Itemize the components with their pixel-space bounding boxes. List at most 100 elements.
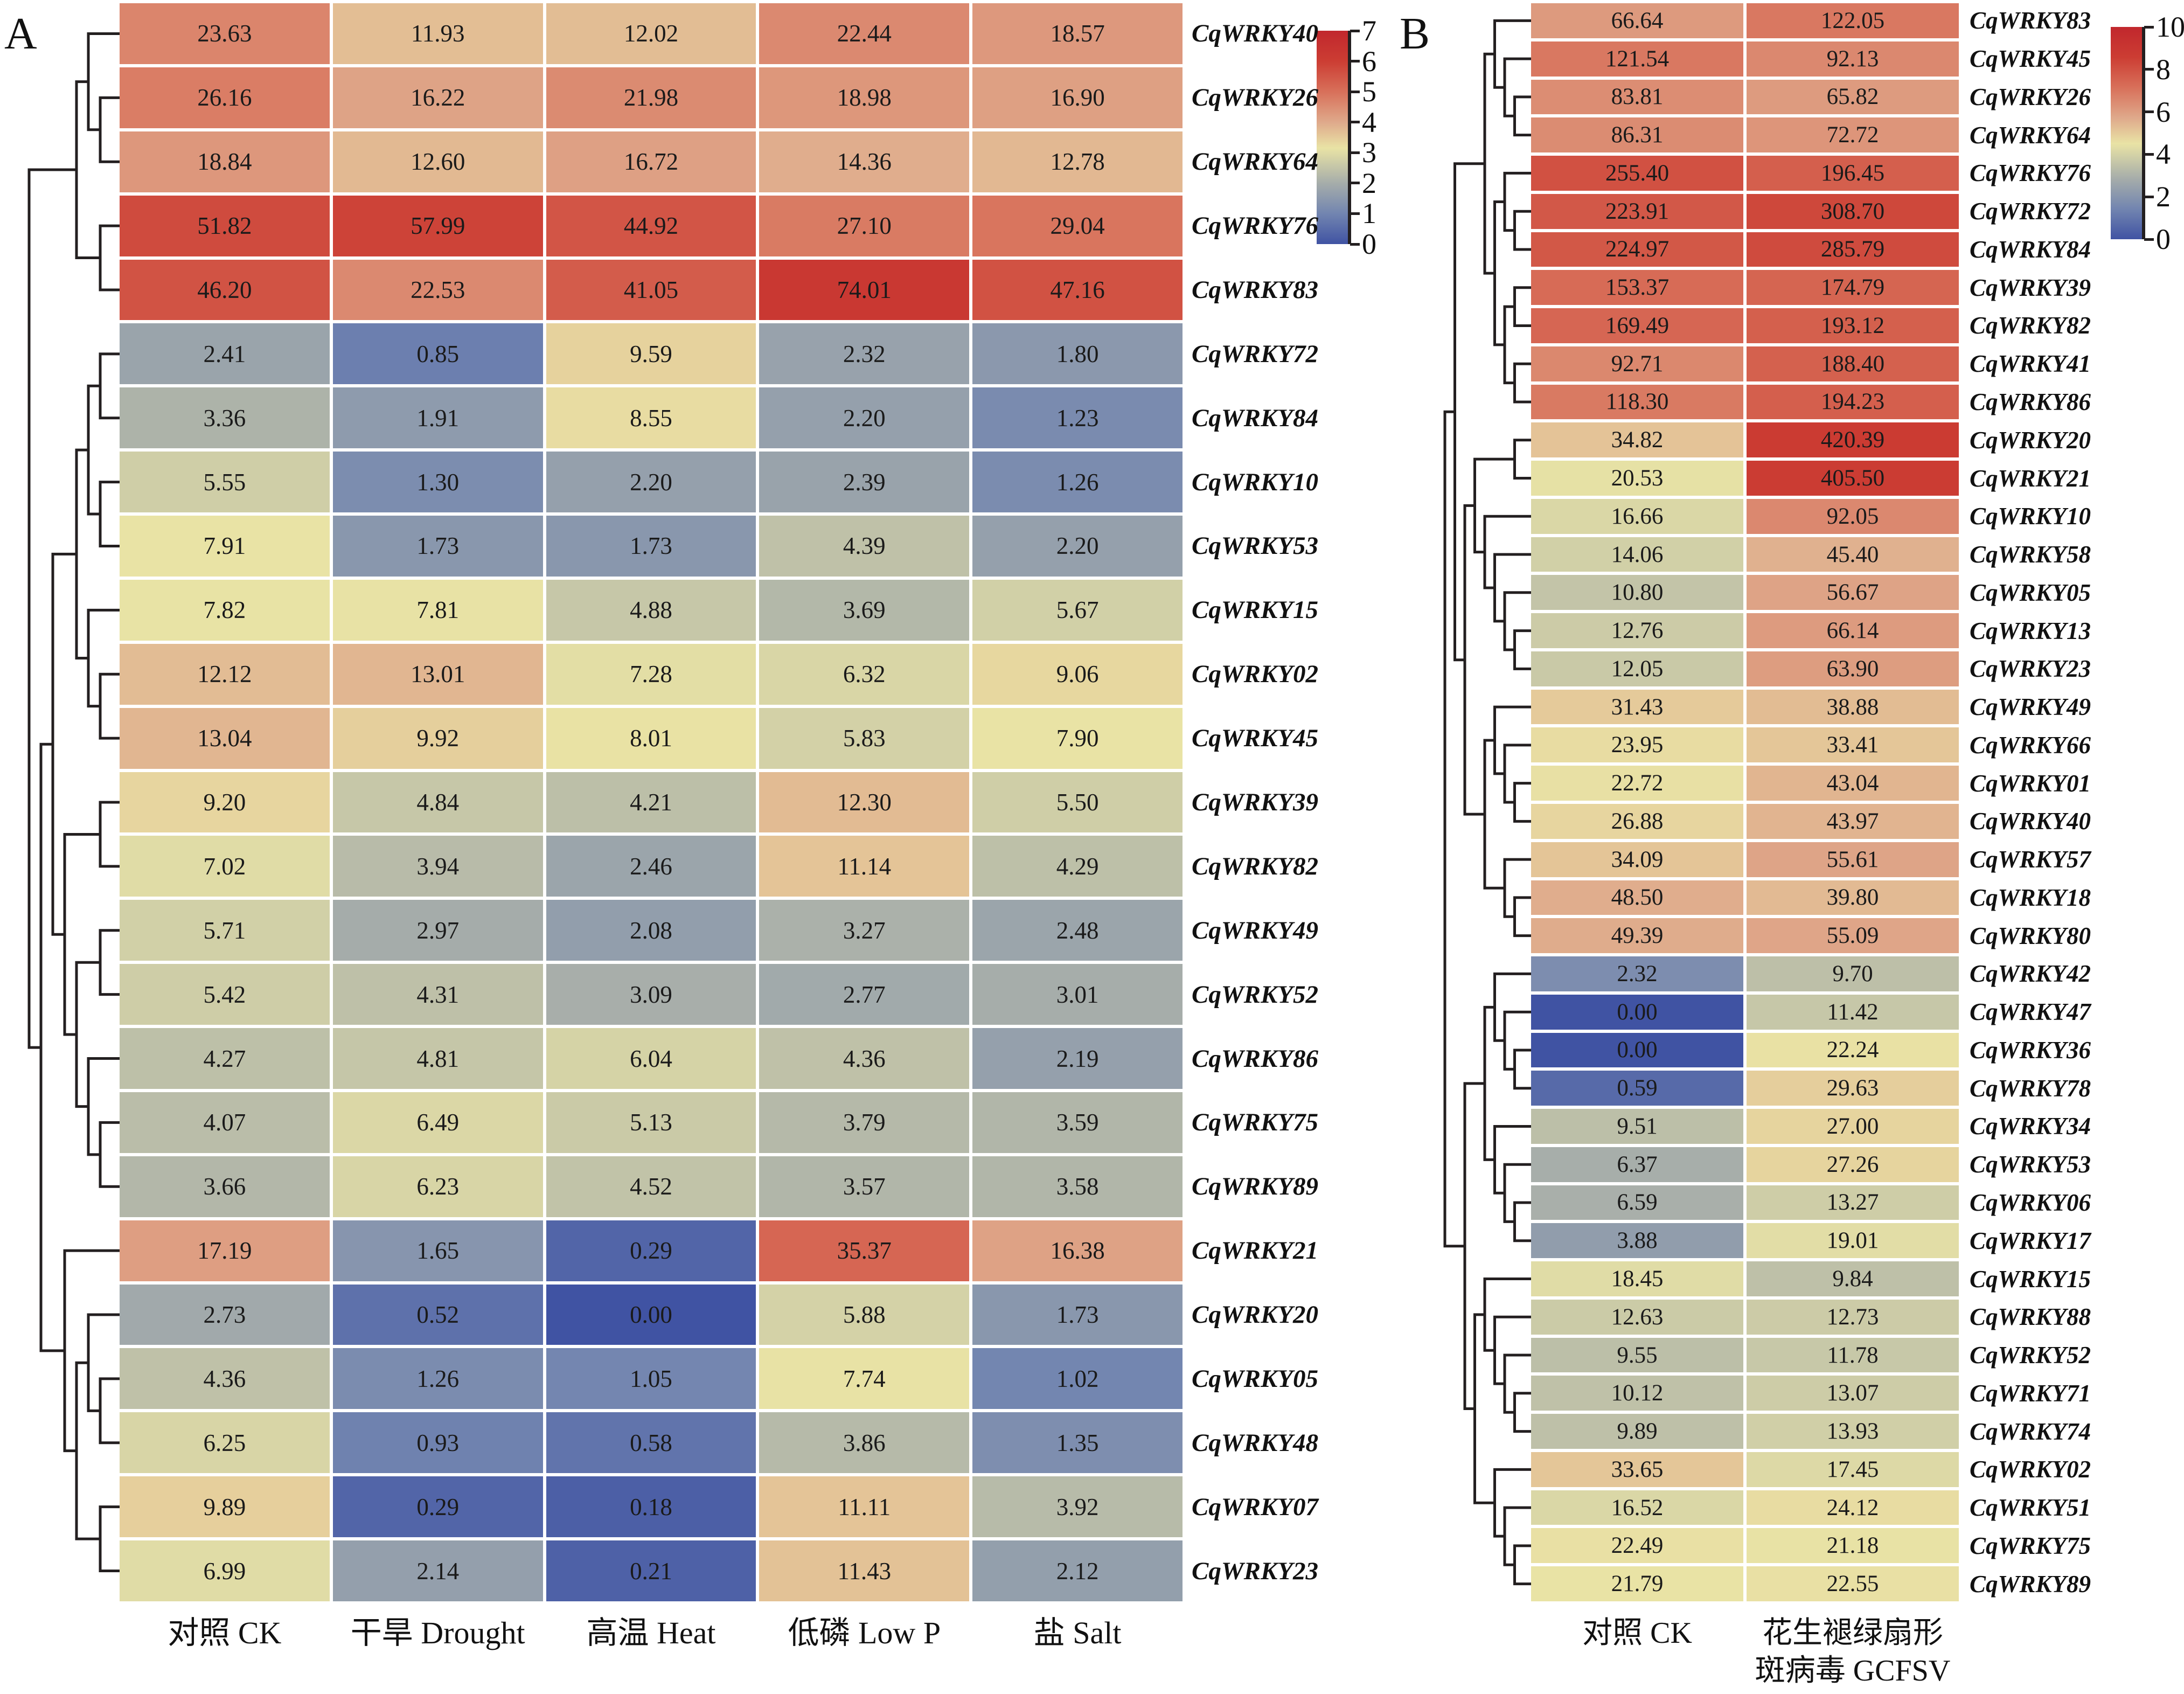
- heatmap-cell: 3.01: [972, 964, 1183, 1025]
- heatmap-cell: 0.29: [332, 1476, 543, 1538]
- colorbar-tick-label: 8: [2156, 53, 2171, 86]
- heatmap-cell: 0.00: [546, 1284, 756, 1345]
- heatmap-cell: 2.20: [759, 387, 970, 449]
- heatmap-cell: 2.20: [972, 516, 1183, 577]
- heatmap-cell: 3.66: [120, 1156, 330, 1217]
- column-label: 高温 Heat: [586, 1615, 716, 1650]
- heatmap-cell: 55.09: [1747, 918, 1959, 954]
- gene-label: CqWRKY26: [1192, 84, 1319, 112]
- gene-label: CqWRKY53: [1192, 532, 1319, 560]
- heatmap-cell: 7.90: [972, 707, 1183, 769]
- gene-label: CqWRKY76: [1970, 159, 2091, 187]
- gene-label: CqWRKY06: [1970, 1189, 2091, 1216]
- colorbar-tick-label: 3: [1362, 136, 1376, 169]
- heatmap-cell: 1.80: [972, 323, 1183, 385]
- heatmap-cell: 48.50: [1531, 880, 1743, 915]
- colorbar-tick-label: 10: [2156, 11, 2184, 43]
- heatmap-cell: 49.39: [1531, 918, 1743, 954]
- heatmap-cell: 193.12: [1747, 308, 1959, 343]
- gene-label: CqWRKY07: [1192, 1492, 1319, 1521]
- heatmap-cell: 18.84: [120, 131, 330, 192]
- heatmap-b: 66.64 122.05 121.54 92.13 83.81 65.82 86.31 72.…: [1531, 3, 1959, 1601]
- gene-label: CqWRKY45: [1970, 45, 2091, 73]
- gene-label: CqWRKY39: [1192, 788, 1319, 816]
- heatmap-cell: 3.27: [759, 900, 970, 961]
- heatmap-cell: 9.70: [1747, 956, 1959, 991]
- heatmap-cell: 13.27: [1747, 1185, 1959, 1220]
- heatmap-cell: 16.22: [332, 67, 543, 128]
- gene-label: CqWRKY34: [1970, 1113, 2091, 1140]
- heatmap-cell: 2.41: [120, 323, 330, 385]
- heatmap-cell: 8.01: [546, 707, 756, 769]
- gene-label: CqWRKY52: [1192, 980, 1319, 1009]
- heatmap-cell: 2.97: [332, 900, 543, 961]
- gene-label: CqWRKY48: [1192, 1428, 1319, 1457]
- colorbar-tick-label: 0: [2156, 223, 2171, 255]
- heatmap-cell: 55.61: [1747, 842, 1959, 877]
- heatmap-cell: 1.26: [972, 452, 1183, 513]
- gene-label: CqWRKY21: [1970, 464, 2091, 492]
- heatmap-cell: 2.77: [759, 964, 970, 1025]
- gene-label: CqWRKY15: [1192, 596, 1319, 624]
- heatmap-cell: 33.65: [1531, 1452, 1743, 1487]
- heatmap-cell: 34.09: [1531, 842, 1743, 877]
- heatmap-cell: 20.53: [1531, 461, 1743, 496]
- colorbar-tick: [2144, 68, 2154, 71]
- gene-label: CqWRKY18: [1970, 884, 2091, 911]
- gene-label: CqWRKY82: [1192, 852, 1319, 880]
- gene-label: CqWRKY64: [1970, 121, 2091, 149]
- heatmap-cell: 6.23: [332, 1156, 543, 1217]
- heatmap-cell: 13.07: [1747, 1376, 1959, 1411]
- heatmap-cell: 18.98: [759, 67, 970, 128]
- heatmap-cell: 6.37: [1531, 1147, 1743, 1182]
- heatmap-cell: 2.39: [759, 452, 970, 513]
- heatmap-cell: 10.12: [1531, 1376, 1743, 1411]
- heatmap-cell: 0.59: [1531, 1071, 1743, 1106]
- heatmap-cell: 38.88: [1747, 689, 1959, 725]
- heatmap-cell: 0.00: [1531, 1032, 1743, 1068]
- colorbar-tick: [1350, 242, 1360, 246]
- gene-label: CqWRKY20: [1970, 426, 2091, 454]
- heatmap-cell: 3.36: [120, 387, 330, 449]
- gene-label: CqWRKY40: [1970, 808, 2091, 835]
- heatmap-cell: 4.84: [332, 772, 543, 833]
- heatmap-cell: 118.30: [1531, 384, 1743, 420]
- heatmap-cell: 5.50: [972, 772, 1183, 833]
- gene-label: CqWRKY72: [1970, 198, 2091, 225]
- heatmap-cell: 7.74: [759, 1348, 970, 1410]
- heatmap-cell: 45.40: [1747, 537, 1959, 572]
- heatmap-cell: 4.07: [120, 1092, 330, 1153]
- heatmap-cell: 17.45: [1747, 1452, 1959, 1487]
- heatmap-cell: 5.88: [759, 1284, 970, 1345]
- gene-label: CqWRKY76: [1192, 212, 1319, 240]
- heatmap-cell: 44.92: [546, 195, 756, 256]
- heatmap-cell: 255.40: [1531, 156, 1743, 191]
- heatmap-cell: 18.57: [972, 3, 1183, 64]
- heatmap-cell: 122.05: [1747, 3, 1959, 38]
- gene-label: CqWRKY21: [1192, 1237, 1319, 1265]
- heatmap-cell: 22.53: [332, 259, 543, 321]
- heatmap-cell: 23.95: [1531, 727, 1743, 763]
- gene-label: CqWRKY17: [1970, 1227, 2091, 1254]
- column-label: 花生褪绿扇形 斑病毒 GCFSV: [1755, 1616, 1951, 1688]
- heatmap-cell: 41.05: [546, 259, 756, 321]
- heatmap-cell: 22.49: [1531, 1528, 1743, 1564]
- heatmap-cell: 27.10: [759, 195, 970, 256]
- heatmap-cell: 4.36: [759, 1028, 970, 1089]
- heatmap-cell: 24.12: [1747, 1490, 1959, 1525]
- gene-label: CqWRKY72: [1192, 339, 1319, 368]
- heatmap-cell: 16.38: [972, 1220, 1183, 1281]
- heatmap-cell: 1.35: [972, 1412, 1183, 1474]
- gene-label: CqWRKY71: [1970, 1379, 2091, 1407]
- colorbar-tick-label: 7: [1362, 15, 1376, 47]
- heatmap-cell: 22.55: [1747, 1566, 1959, 1601]
- heatmap-cell: 3.92: [972, 1476, 1183, 1538]
- heatmap-cell: 5.83: [759, 707, 970, 769]
- heatmap-cell: 0.58: [546, 1412, 756, 1474]
- gene-label: CqWRKY89: [1192, 1172, 1319, 1201]
- heatmap-cell: 4.39: [759, 516, 970, 577]
- colorbar-tick-label: 5: [1362, 75, 1376, 108]
- heatmap-cell: 1.23: [972, 387, 1183, 449]
- colorbar-tick-label: 1: [1362, 197, 1376, 230]
- heatmap-cell: 1.73: [546, 516, 756, 577]
